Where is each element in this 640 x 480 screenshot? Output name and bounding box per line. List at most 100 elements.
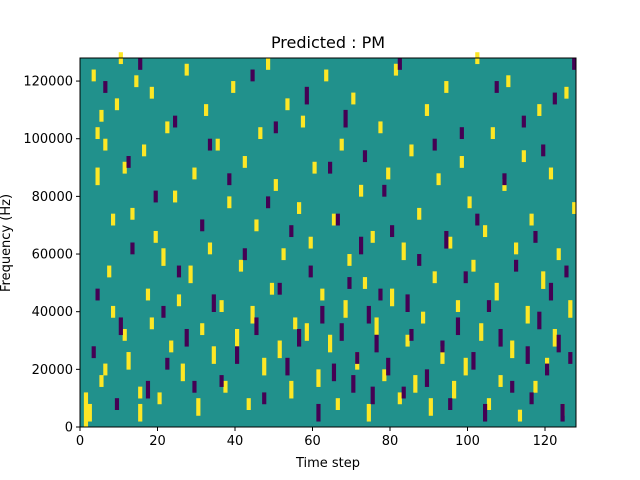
cell-low bbox=[386, 357, 391, 376]
cell-low bbox=[444, 230, 449, 249]
cell-low bbox=[521, 115, 526, 128]
cell-high bbox=[483, 225, 488, 238]
cell-high bbox=[328, 334, 333, 353]
cell-low bbox=[114, 398, 120, 410]
cell-low bbox=[359, 236, 364, 255]
cell-high bbox=[246, 398, 251, 410]
cell-high bbox=[525, 305, 530, 324]
cell-high bbox=[343, 300, 348, 318]
cell-low bbox=[328, 161, 333, 174]
cell-high bbox=[397, 392, 402, 405]
cell-high bbox=[99, 375, 104, 387]
cell-high bbox=[572, 202, 577, 214]
cell-high bbox=[390, 288, 395, 307]
y-tick-label: 60000 bbox=[32, 248, 73, 263]
cell-high bbox=[490, 127, 495, 140]
cell-low bbox=[378, 288, 383, 301]
cell-low bbox=[235, 346, 240, 364]
cell-high bbox=[452, 380, 457, 399]
cell-high bbox=[510, 340, 515, 359]
cell-high bbox=[87, 403, 92, 422]
cell-low bbox=[564, 265, 569, 278]
cell-low bbox=[331, 363, 337, 382]
cell-high bbox=[223, 380, 228, 393]
y-tick-label: 20000 bbox=[32, 363, 73, 378]
cell-low bbox=[366, 305, 371, 324]
cell-low bbox=[297, 328, 302, 347]
cell-high bbox=[157, 392, 162, 405]
cell-low bbox=[390, 225, 395, 238]
cell-high bbox=[471, 259, 476, 272]
cell-high bbox=[169, 340, 174, 353]
cell-high bbox=[91, 69, 96, 82]
cell-high bbox=[138, 386, 143, 399]
cell-low bbox=[471, 352, 476, 370]
cell-low bbox=[537, 311, 542, 330]
cell-high bbox=[242, 156, 247, 168]
cell-low bbox=[424, 369, 430, 387]
chart-title: Predicted : PM bbox=[271, 33, 385, 52]
cell-high bbox=[215, 138, 220, 151]
plot-frame bbox=[79, 57, 577, 428]
cell-high bbox=[293, 317, 298, 330]
cell-low bbox=[514, 259, 519, 272]
cell-low bbox=[184, 328, 189, 347]
cell-low bbox=[560, 403, 565, 422]
cell-low bbox=[572, 58, 577, 70]
cell-low bbox=[103, 81, 108, 93]
cell-high bbox=[556, 248, 561, 261]
cell-low bbox=[541, 144, 546, 157]
cell-high bbox=[324, 69, 329, 82]
cell-high bbox=[467, 196, 472, 209]
cell-high bbox=[351, 92, 356, 105]
cell-low bbox=[533, 230, 538, 243]
cell-high bbox=[378, 121, 383, 134]
cell-high bbox=[103, 138, 108, 151]
cell-low bbox=[173, 115, 178, 128]
cell-low bbox=[475, 213, 480, 226]
cell-high bbox=[207, 242, 213, 255]
cell-high bbox=[486, 398, 492, 410]
plot-background bbox=[80, 58, 576, 427]
cell-low bbox=[498, 328, 503, 347]
cell-low bbox=[568, 352, 573, 364]
cell-high bbox=[494, 282, 499, 301]
cell-high bbox=[285, 98, 290, 111]
cell-low bbox=[200, 219, 205, 232]
cell-low bbox=[448, 398, 453, 410]
cell-low bbox=[494, 81, 499, 93]
cell-high bbox=[192, 167, 197, 180]
cell-high bbox=[568, 300, 573, 318]
cell-high bbox=[238, 259, 244, 272]
cell-low bbox=[254, 317, 259, 336]
cell-low bbox=[343, 109, 348, 128]
cell-high bbox=[83, 392, 89, 428]
cell-high bbox=[130, 207, 135, 220]
cell-low bbox=[347, 277, 352, 289]
cell-high bbox=[153, 230, 158, 243]
cell-high bbox=[421, 311, 426, 324]
cell-low bbox=[95, 288, 100, 301]
cell-high bbox=[331, 213, 337, 226]
cell-high bbox=[138, 403, 143, 422]
cell-high bbox=[393, 63, 399, 76]
cell-high bbox=[448, 236, 453, 249]
cell-high bbox=[436, 173, 441, 186]
cell-low bbox=[529, 392, 534, 405]
cell-low bbox=[130, 242, 135, 255]
cell-low bbox=[273, 121, 278, 134]
cell-low bbox=[227, 173, 232, 186]
y-axis-label: Frequency (Hz) bbox=[0, 194, 14, 292]
cell-low bbox=[351, 375, 356, 393]
x-tick-label: 100 bbox=[455, 434, 480, 449]
cell-high bbox=[339, 138, 344, 151]
x-tick-label: 40 bbox=[227, 434, 244, 449]
cell-high bbox=[300, 115, 306, 128]
cell-high bbox=[161, 248, 166, 266]
y-tick-label: 0 bbox=[65, 421, 73, 436]
cell-low bbox=[370, 386, 375, 405]
cell-high bbox=[277, 340, 282, 359]
cell-low bbox=[417, 254, 422, 266]
cell-low bbox=[339, 323, 344, 341]
cell-high bbox=[463, 357, 468, 376]
